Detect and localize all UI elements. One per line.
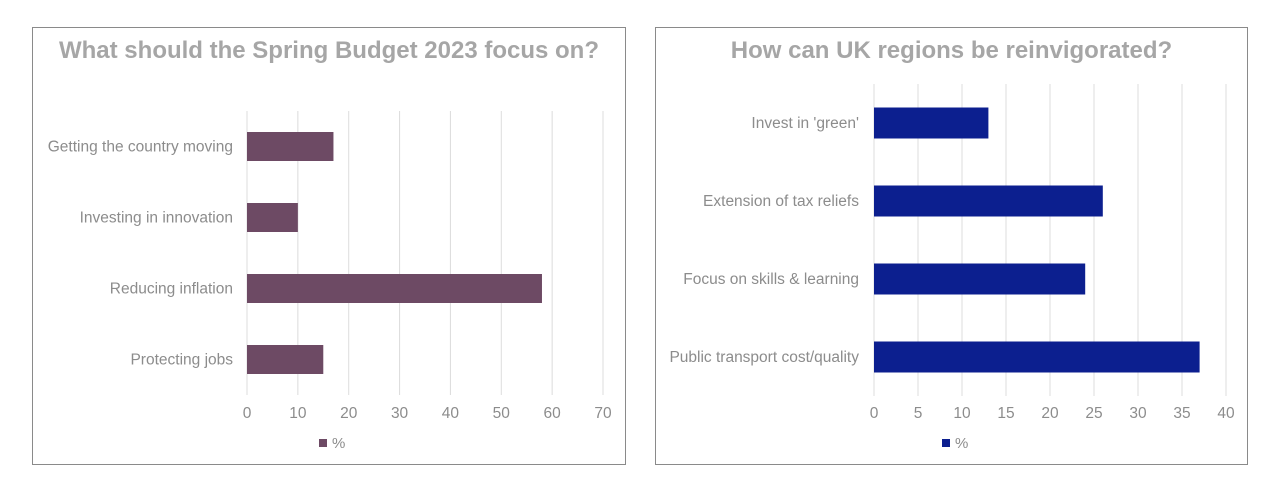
legend-label: % — [955, 435, 968, 452]
category-label: Protecting jobs — [130, 352, 233, 369]
chart-title: What should the Spring Budget 2023 focus… — [58, 37, 599, 64]
x-tick-label: 60 — [544, 405, 562, 422]
legend-swatch — [942, 439, 950, 447]
x-tick-label: 40 — [442, 405, 460, 422]
x-tick-label: 0 — [243, 405, 252, 422]
bar-chart-regions: 0 5 10 15 20 25 30 35 40 Invest in 'green' Extensi… — [669, 84, 1235, 452]
bar — [247, 203, 298, 232]
bar — [874, 107, 989, 139]
x-tick-label: 20 — [340, 405, 358, 422]
x-tick-label: 0 — [870, 405, 879, 422]
category-label: Extension of tax reliefs — [703, 193, 859, 210]
x-tick-label: 40 — [1217, 405, 1235, 422]
x-tick-label: 30 — [1129, 405, 1147, 422]
bar — [247, 345, 324, 374]
category-label: Public transport cost/quality — [669, 349, 859, 366]
category-label: Reducing inflation — [110, 281, 233, 298]
legend-label: % — [332, 435, 345, 452]
category-label: Focus on skills & learning — [683, 271, 859, 288]
x-tick-label: 30 — [391, 405, 409, 422]
category-label: Investing in innovation — [80, 210, 233, 227]
bar — [874, 341, 1200, 373]
bar — [874, 263, 1086, 295]
bar — [247, 274, 542, 303]
legend-swatch — [319, 439, 327, 447]
x-tick-label: 20 — [1041, 405, 1059, 422]
chart-title: How can UK regions be reinvigorated? — [730, 37, 1173, 64]
chart-panel-budget-focus: What should the Spring Budget 2023 focus… — [32, 27, 626, 465]
x-tick-label: 15 — [997, 405, 1014, 422]
bar — [874, 185, 1103, 217]
x-tick-label: 25 — [1085, 405, 1102, 422]
x-tick-label: 10 — [289, 405, 307, 422]
chart-panel-regions: How can UK regions be reinvigorated? 0 5 1… — [655, 27, 1248, 465]
bar — [247, 132, 334, 161]
bar-chart-budget-focus: 0 10 20 30 40 50 60 70 Getting the country movin… — [48, 111, 612, 452]
x-tick-label: 70 — [594, 405, 612, 422]
x-tick-label: 35 — [1173, 405, 1190, 422]
category-label: Getting the country moving — [48, 139, 233, 156]
x-tick-label: 50 — [493, 405, 511, 422]
category-label: Invest in 'green' — [751, 115, 859, 132]
x-tick-label: 10 — [953, 405, 971, 422]
x-tick-label: 5 — [914, 405, 923, 422]
